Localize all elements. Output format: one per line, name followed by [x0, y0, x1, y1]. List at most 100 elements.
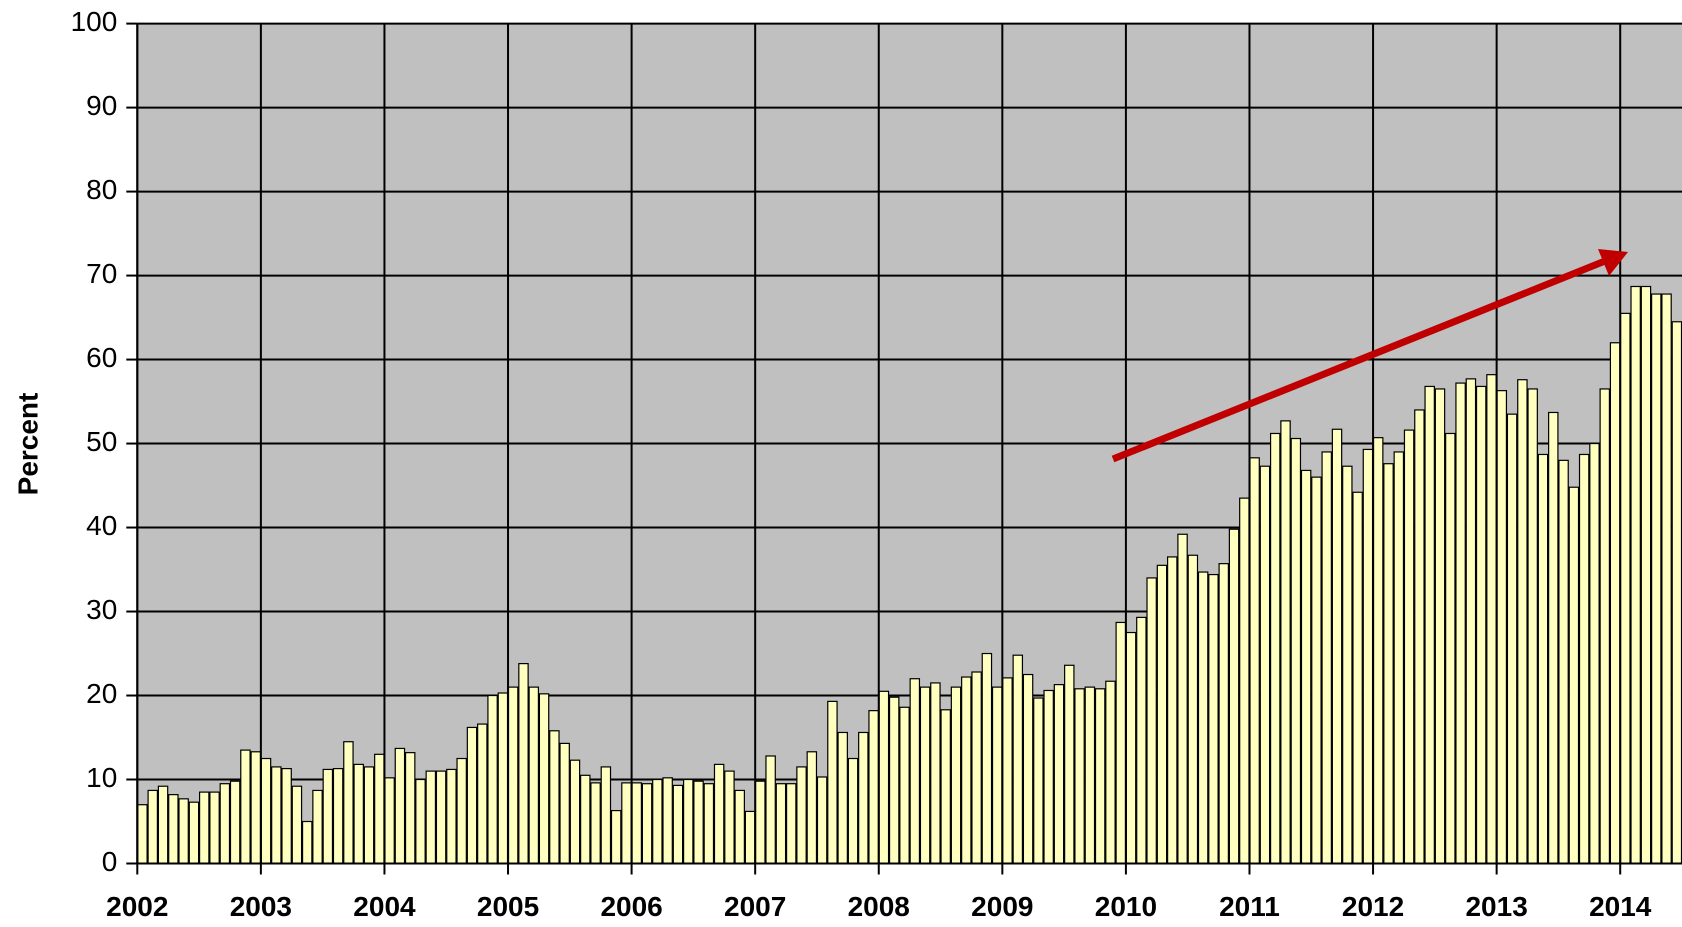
bar — [559, 742, 570, 865]
bar — [219, 783, 231, 865]
bar — [1640, 285, 1652, 865]
bar — [1651, 293, 1662, 865]
bar — [775, 783, 787, 865]
bar — [919, 686, 931, 865]
y-tick-label: 0 — [102, 846, 118, 877]
bar — [621, 782, 632, 865]
bar — [662, 777, 673, 865]
bar — [250, 751, 261, 865]
bar — [137, 804, 148, 865]
bar — [672, 784, 684, 865]
bar — [1290, 437, 1302, 865]
bar — [332, 767, 344, 865]
bar — [888, 696, 900, 865]
bar — [1445, 432, 1456, 865]
bar — [240, 749, 251, 865]
bar — [1043, 689, 1054, 865]
bar — [878, 690, 890, 865]
bar — [1146, 577, 1157, 865]
bar — [765, 755, 776, 865]
bar — [580, 774, 591, 865]
bar — [1156, 564, 1168, 865]
y-tick-label: 60 — [86, 342, 117, 373]
bar — [930, 682, 941, 865]
y-tick-label: 10 — [86, 762, 117, 793]
bar — [1661, 293, 1672, 865]
x-tick-label: 2011 — [1219, 891, 1280, 922]
bars — [137, 285, 1682, 865]
bar — [1094, 688, 1106, 865]
bar — [1568, 486, 1580, 865]
bar — [981, 652, 993, 865]
bar — [281, 767, 292, 865]
bar — [1300, 469, 1312, 865]
bar — [1527, 388, 1538, 865]
y-tick-label: 90 — [86, 90, 117, 121]
bar — [1630, 285, 1641, 865]
bar — [1166, 556, 1178, 865]
bar — [909, 678, 921, 865]
bar — [1414, 409, 1425, 865]
bar — [1465, 378, 1477, 865]
bar — [847, 757, 859, 865]
bar — [1548, 411, 1559, 865]
x-tick-label: 2003 — [230, 891, 292, 922]
x-tick-label: 2012 — [1342, 891, 1404, 922]
bar — [1064, 664, 1075, 865]
bar — [446, 768, 457, 865]
bar — [641, 783, 653, 865]
x-tick-label: 2009 — [971, 891, 1033, 922]
bar — [1115, 621, 1127, 865]
bar — [1558, 459, 1569, 865]
bar — [1269, 432, 1281, 865]
bar — [1012, 654, 1024, 865]
bar — [1342, 465, 1353, 865]
bar — [1311, 476, 1322, 865]
x-tick-label: 2010 — [1095, 891, 1157, 922]
bar — [961, 676, 972, 865]
bar — [1022, 673, 1034, 865]
bar — [528, 686, 540, 865]
bar — [1002, 677, 1013, 865]
bar — [837, 731, 848, 865]
bar — [806, 751, 818, 865]
bar — [1434, 388, 1446, 865]
bar — [1383, 463, 1394, 865]
bar — [1393, 451, 1405, 865]
bar — [991, 686, 1003, 865]
bar — [1177, 533, 1188, 865]
bar — [363, 766, 375, 865]
y-tick-label: 30 — [86, 594, 117, 625]
bar — [168, 794, 179, 865]
bar — [1403, 429, 1415, 865]
trend-arrow — [1111, 257, 1607, 463]
bar — [1486, 374, 1497, 865]
bar — [456, 757, 467, 865]
y-tick-label: 40 — [86, 510, 117, 541]
bar — [1321, 451, 1332, 865]
bar — [1517, 379, 1528, 865]
bar — [229, 780, 241, 865]
bar — [1136, 616, 1147, 865]
x-tick-label: 2002 — [106, 891, 168, 922]
y-tick-label: 100 — [71, 6, 118, 37]
bar — [1609, 342, 1621, 865]
bar — [1218, 563, 1229, 865]
bar — [291, 785, 303, 865]
bar — [353, 763, 364, 865]
bar — [477, 723, 488, 865]
arrow-head — [1598, 249, 1628, 276]
x-tick-label: 2008 — [848, 891, 910, 922]
bar — [693, 780, 704, 865]
bar — [796, 766, 807, 865]
x-tick-label: 2014 — [1589, 891, 1652, 922]
bar — [1578, 453, 1590, 865]
x-tick-label: 2007 — [724, 891, 786, 922]
bar — [415, 778, 426, 865]
bar — [1352, 491, 1363, 865]
bar — [497, 692, 509, 865]
bar — [1506, 413, 1518, 865]
y-tick-label: 70 — [86, 258, 117, 289]
bar — [404, 752, 416, 865]
